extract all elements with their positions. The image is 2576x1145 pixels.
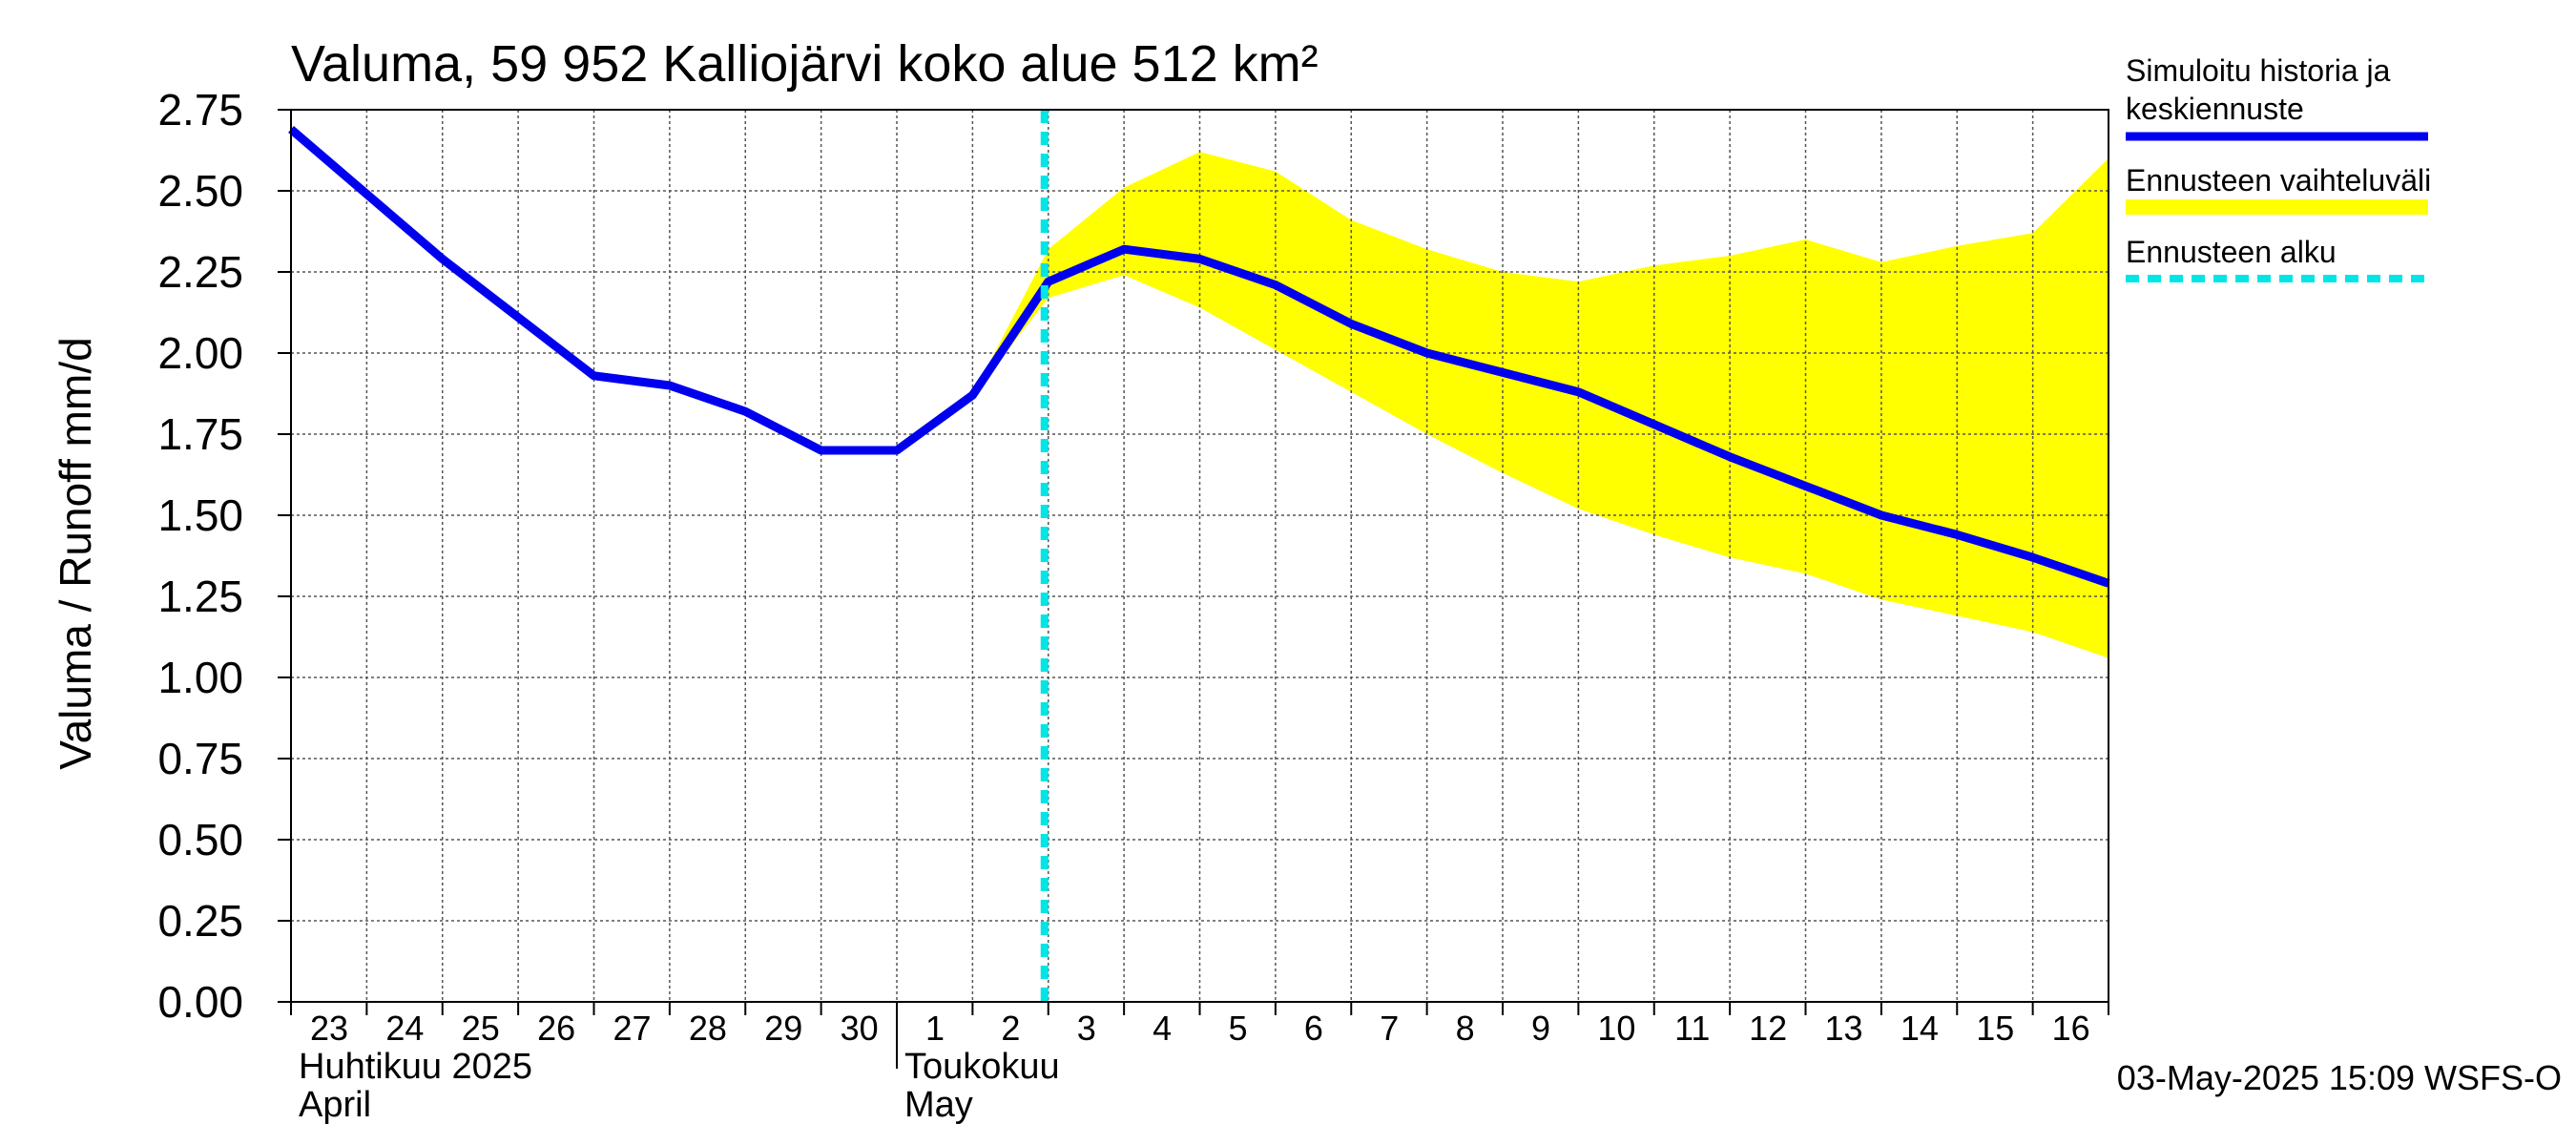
simulated-runoff-line bbox=[288, 125, 2110, 588]
x-day-label: 8 bbox=[1456, 1009, 1475, 1048]
x-day-label: 24 bbox=[385, 1009, 424, 1048]
y-tick-label: 2.50 bbox=[157, 166, 243, 216]
y-tick-label: 0.50 bbox=[157, 815, 243, 864]
timestamp-label: 03-May-2025 15:09 WSFS-O bbox=[2117, 1058, 2562, 1097]
x-day-label: 28 bbox=[689, 1009, 727, 1048]
x-day-label: 26 bbox=[537, 1009, 575, 1048]
y-tick-label: 0.75 bbox=[157, 734, 243, 783]
x-day-label: 30 bbox=[841, 1009, 879, 1048]
x-day-label: 12 bbox=[1749, 1009, 1787, 1048]
y-tick-label: 1.00 bbox=[157, 653, 243, 702]
x-day-label: 15 bbox=[1976, 1009, 2014, 1048]
y-tick-label: 0.00 bbox=[157, 977, 243, 1027]
y-tick-label: 1.50 bbox=[157, 490, 243, 540]
y-tick-label: 2.00 bbox=[157, 328, 243, 378]
x-day-label: 6 bbox=[1304, 1009, 1323, 1048]
x-day-label: 27 bbox=[613, 1009, 651, 1048]
x-day-label: 11 bbox=[1674, 1009, 1710, 1048]
x-day-label: 4 bbox=[1153, 1009, 1172, 1048]
month-label-fi: Huhtikuu 2025 bbox=[299, 1047, 532, 1087]
month-label-en: May bbox=[904, 1085, 973, 1125]
x-day-label: 25 bbox=[462, 1009, 500, 1048]
x-day-label: 9 bbox=[1531, 1009, 1550, 1048]
legend: Simuloitu historia ja keskiennuste Ennuste… bbox=[2126, 53, 2431, 282]
x-day-label: 14 bbox=[1901, 1009, 1939, 1048]
x-day-label: 16 bbox=[2052, 1009, 2090, 1048]
x-day-label: 2 bbox=[1001, 1009, 1020, 1048]
legend-label: Simuloitu historia ja bbox=[2126, 53, 2391, 88]
x-tick-layer: 23 24 25 26 27 28 29 30 1 2 3 4 5 6 7 8 9 10 11 12 13 14 15 16H… bbox=[290, 1002, 2109, 1125]
x-day-label: 29 bbox=[764, 1009, 802, 1048]
y-tick-label: 0.25 bbox=[157, 896, 243, 946]
x-day-label: 3 bbox=[1077, 1009, 1096, 1048]
legend-swatch-band bbox=[2126, 199, 2428, 215]
x-day-label: 5 bbox=[1228, 1009, 1247, 1048]
legend-label: Ennusteen alku bbox=[2126, 235, 2337, 269]
simulated-line-layer bbox=[288, 125, 2110, 588]
y-tick-layer: 0.00 0.25 0.50 0.75 1.00 1.25 1.50 1.75 2.00 2.25… bbox=[157, 85, 291, 1027]
x-day-label: 7 bbox=[1380, 1009, 1399, 1048]
legend-label: Ennusteen vaihteluväli bbox=[2126, 163, 2431, 198]
x-day-label: 1 bbox=[925, 1009, 945, 1048]
month-label-en: April bbox=[299, 1085, 371, 1125]
y-tick-label: 2.25 bbox=[157, 247, 243, 297]
x-day-label: 10 bbox=[1597, 1009, 1635, 1048]
y-axis-label: Valuma / Runoff mm/d bbox=[51, 337, 100, 769]
x-day-label: 23 bbox=[310, 1009, 348, 1048]
y-tick-label: 1.75 bbox=[157, 409, 243, 459]
x-day-label: 13 bbox=[1824, 1009, 1862, 1048]
legend-label-line2: keskiennuste bbox=[2126, 92, 2304, 126]
y-tick-label: 2.75 bbox=[157, 85, 243, 135]
y-tick-label: 1.25 bbox=[157, 572, 243, 621]
chart-title: Valuma, 59 952 Kalliojärvi koko alue 512… bbox=[291, 35, 1319, 93]
month-label-fi: Toukokuu bbox=[904, 1047, 1060, 1087]
